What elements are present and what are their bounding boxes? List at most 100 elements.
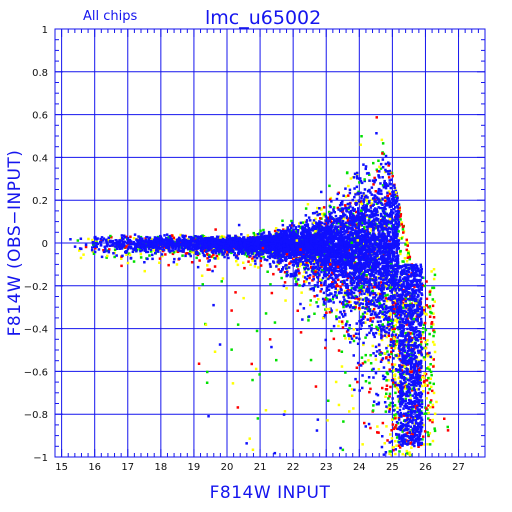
data-point <box>367 242 370 246</box>
data-point <box>215 235 219 238</box>
data-point <box>320 270 323 274</box>
data-point <box>311 259 314 262</box>
data-point <box>109 234 112 238</box>
data-point <box>272 250 275 253</box>
data-point <box>426 391 430 395</box>
data-point <box>304 263 307 267</box>
data-point <box>362 275 365 278</box>
data-point <box>325 287 329 290</box>
data-point <box>431 298 435 301</box>
data-point <box>411 332 415 335</box>
data-point <box>392 330 396 333</box>
data-point <box>365 194 368 198</box>
data-point <box>128 253 132 257</box>
data-point <box>393 414 396 417</box>
data-point <box>384 207 387 211</box>
data-point <box>369 354 372 357</box>
data-point <box>371 291 375 294</box>
data-point <box>427 417 430 420</box>
data-point <box>377 431 380 434</box>
data-point <box>390 346 393 349</box>
data-point <box>285 265 289 268</box>
data-point <box>344 299 347 303</box>
data-point <box>379 220 383 223</box>
data-point <box>399 250 402 253</box>
data-point <box>349 341 352 344</box>
data-point <box>395 386 399 390</box>
data-point <box>315 301 318 304</box>
data-point <box>336 206 340 210</box>
data-point <box>346 272 349 275</box>
data-point <box>139 256 143 259</box>
data-point <box>337 278 340 282</box>
data-point <box>405 318 408 321</box>
data-point <box>286 229 290 232</box>
data-point <box>416 320 419 323</box>
data-point <box>419 383 422 387</box>
data-point <box>154 251 157 255</box>
data-point <box>126 236 130 240</box>
data-point <box>354 332 358 335</box>
data-point <box>405 377 408 381</box>
data-point <box>125 245 128 248</box>
data-point <box>412 353 415 356</box>
data-point <box>331 297 335 301</box>
data-point <box>322 291 326 295</box>
data-point <box>217 252 221 256</box>
data-point <box>362 286 366 289</box>
data-point <box>383 179 386 183</box>
data-point <box>369 329 373 332</box>
data-point <box>403 309 406 313</box>
data-point <box>386 275 389 278</box>
data-point <box>294 231 298 235</box>
data-point <box>426 431 429 434</box>
data-point <box>427 404 430 407</box>
data-point <box>405 449 409 453</box>
data-point <box>384 294 387 297</box>
data-point <box>69 238 72 241</box>
data-point <box>328 298 332 301</box>
data-point <box>405 452 409 455</box>
data-point <box>102 250 106 254</box>
data-point <box>259 264 263 267</box>
data-point <box>355 295 359 299</box>
data-point <box>428 293 432 296</box>
data-point <box>152 238 156 242</box>
data-point <box>102 249 105 252</box>
data-point <box>113 255 116 259</box>
data-point <box>259 257 263 260</box>
data-point <box>312 275 315 278</box>
data-point <box>388 452 391 456</box>
data-point <box>343 289 347 293</box>
data-point <box>420 400 424 404</box>
data-point <box>342 215 345 218</box>
data-point <box>421 333 424 336</box>
data-point <box>168 234 172 238</box>
data-point <box>389 433 392 436</box>
data-point <box>334 277 337 280</box>
data-point <box>390 322 394 325</box>
data-point <box>173 241 177 244</box>
data-point <box>367 359 370 362</box>
data-point <box>350 394 354 397</box>
data-point <box>424 372 428 376</box>
data-point <box>361 386 364 390</box>
data-point <box>373 296 377 299</box>
data-point <box>235 259 238 263</box>
data-point <box>379 200 382 203</box>
data-point <box>137 235 140 238</box>
data-point <box>92 252 96 255</box>
data-point <box>260 253 263 256</box>
data-point <box>348 324 351 327</box>
data-point <box>401 452 404 456</box>
data-point <box>395 444 398 447</box>
data-point <box>111 239 115 243</box>
data-point <box>419 378 422 382</box>
data-point <box>380 338 384 342</box>
data-point <box>399 317 402 320</box>
data-point <box>396 406 399 410</box>
data-point <box>398 282 401 286</box>
data-point <box>371 210 374 213</box>
data-point <box>296 231 300 234</box>
data-point <box>394 323 398 327</box>
